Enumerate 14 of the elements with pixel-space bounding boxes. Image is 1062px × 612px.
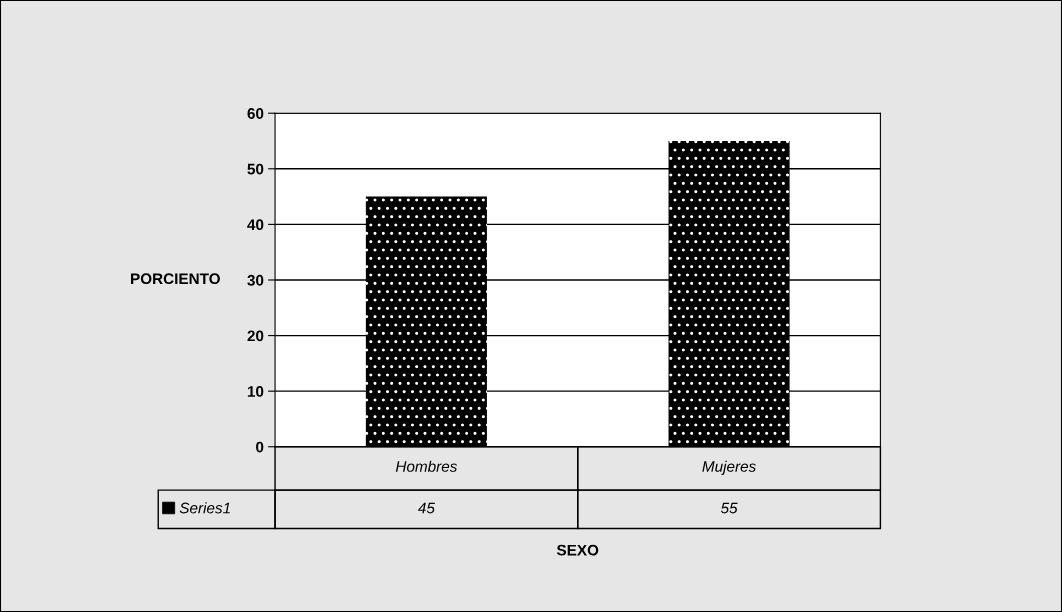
data-label: 45 <box>417 502 435 514</box>
y-tick-label: 40 <box>247 219 264 231</box>
y-tick-label: 50 <box>247 163 264 175</box>
y-tick-label: 0 <box>256 441 264 453</box>
y-tick-label: 10 <box>247 386 264 397</box>
y-tick-label: 60 <box>247 108 264 119</box>
x-tick-label: Mujeres <box>702 460 756 475</box>
x-tick-label: Hombres <box>395 460 458 472</box>
x-axis-title: SEXO <box>556 544 599 556</box>
y-tick-label: 20 <box>247 330 264 342</box>
data-label: 55 <box>720 502 738 514</box>
y-tick-label: 30 <box>247 274 264 286</box>
text: Series1 <box>179 502 230 514</box>
y-axis-title: PORCIENTO <box>131 273 220 285</box>
